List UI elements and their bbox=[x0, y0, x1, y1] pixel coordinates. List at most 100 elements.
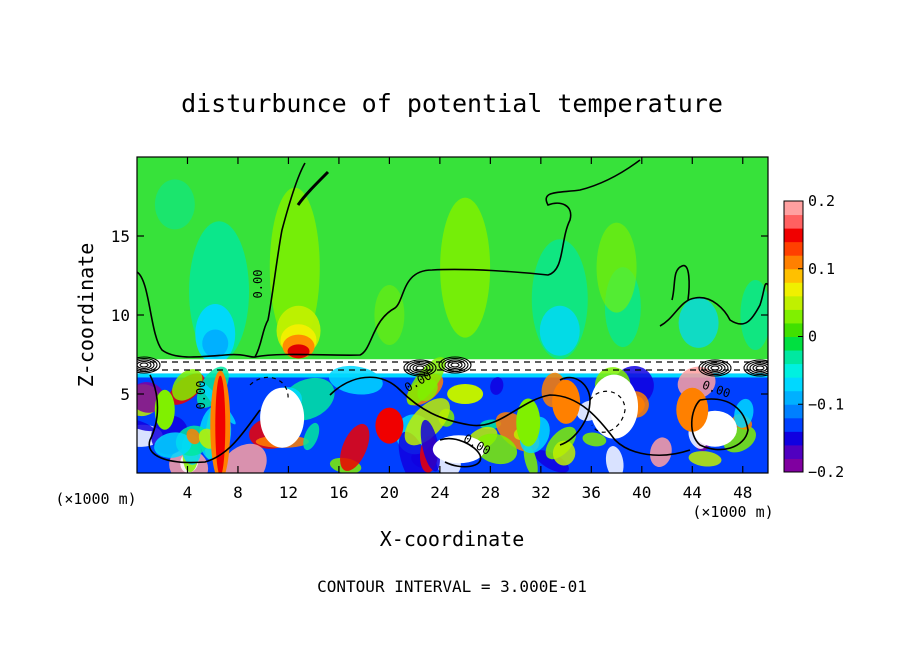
eddy-patch bbox=[523, 444, 538, 473]
red-swirl-1 bbox=[375, 407, 404, 444]
x-tick-label-6: 28 bbox=[481, 483, 500, 502]
eddy-patch bbox=[582, 432, 607, 447]
eddy-patch bbox=[552, 440, 576, 466]
zero-contour-lower-2 bbox=[329, 376, 691, 456]
x-tick-label-5: 24 bbox=[430, 483, 449, 502]
eddy-patch bbox=[490, 377, 504, 395]
x-tick-label-9: 40 bbox=[632, 483, 651, 502]
eddy-patch bbox=[154, 432, 192, 458]
colorbar-swatch-5 bbox=[784, 390, 803, 405]
colorbar-swatch-11 bbox=[784, 309, 803, 324]
contour-cluster-2 bbox=[450, 362, 460, 368]
eddy-patch bbox=[218, 443, 267, 473]
white-eddy-1 bbox=[260, 387, 305, 448]
contour-cluster-4 bbox=[749, 362, 768, 374]
x-tick-label-1: 8 bbox=[233, 483, 243, 502]
eddy-patch bbox=[417, 379, 438, 402]
contour-cluster-0 bbox=[137, 360, 152, 370]
upper-field-features bbox=[154, 179, 768, 364]
x-tick-label-11: 48 bbox=[733, 483, 752, 502]
contour-label-0: 0.00 bbox=[251, 270, 265, 299]
x-tick-label-7: 32 bbox=[531, 483, 550, 502]
x-tick-label-0: 4 bbox=[183, 483, 193, 502]
orange-swirl-2 bbox=[676, 387, 709, 432]
eddy-patch bbox=[475, 433, 518, 465]
contour-lines bbox=[137, 159, 768, 468]
contour-cluster-0 bbox=[137, 356, 161, 374]
colorbar-swatch-2 bbox=[784, 431, 803, 446]
lower-turbulent-layer bbox=[137, 357, 768, 473]
colorbar-tick-label-1: 0.1 bbox=[808, 260, 835, 278]
colorbar-swatch-17 bbox=[784, 228, 803, 243]
eddy-patch bbox=[734, 398, 754, 428]
zero-contour-lower-5 bbox=[439, 437, 482, 468]
colorbar-tick-label-2: 0 bbox=[808, 328, 817, 346]
orange-swirl-1 bbox=[552, 379, 581, 424]
white-eddy-4 bbox=[432, 435, 485, 464]
colorbar-swatch-3 bbox=[784, 417, 803, 432]
colorbar-swatch-12 bbox=[784, 295, 803, 310]
eddy-patch bbox=[398, 431, 431, 473]
eddy-patch bbox=[172, 369, 203, 401]
colorbar-swatch-8 bbox=[784, 350, 803, 365]
cool-column-4 bbox=[678, 297, 719, 348]
colorbar-swatch-19 bbox=[784, 201, 803, 216]
x-axis-label: X-coordinate bbox=[380, 527, 525, 551]
contour-cluster-4 bbox=[755, 365, 765, 371]
colorbar-swatch-16 bbox=[784, 241, 803, 256]
contour-cluster-1 bbox=[415, 365, 425, 371]
yellow-patch-1 bbox=[447, 384, 484, 404]
colorbar-swatch-14 bbox=[784, 268, 803, 283]
eddy-patch bbox=[303, 422, 320, 451]
zero-contour-lower-1 bbox=[148, 374, 261, 464]
colorbar-tick-label-3: −0.1 bbox=[808, 395, 844, 413]
contour-cluster-2 bbox=[441, 357, 469, 373]
eddy-patch bbox=[649, 437, 672, 467]
y-axis-ticks: 5 10 15 bbox=[111, 227, 768, 404]
warm-core bbox=[287, 344, 310, 359]
colorbar-swatch-7 bbox=[784, 363, 803, 378]
cool-column-1-deep bbox=[202, 329, 229, 358]
x-tick-label-8: 36 bbox=[582, 483, 601, 502]
contour-cluster-2 bbox=[444, 359, 466, 371]
colorbar-swatch-4 bbox=[784, 404, 803, 419]
x-unit-right: (×1000 m) bbox=[692, 503, 773, 521]
negative-contour-eddy-1 bbox=[589, 390, 626, 433]
eddy-patch bbox=[328, 365, 383, 395]
contour-cluster-4 bbox=[743, 359, 768, 377]
x-tick-label-10: 44 bbox=[683, 483, 702, 502]
eddy-patch bbox=[534, 450, 569, 473]
contour-cluster-3 bbox=[707, 363, 723, 373]
plot-area: 0.000.000.00 0.000.00 bbox=[137, 157, 768, 473]
eddy-patch bbox=[420, 419, 440, 472]
eddy-patch bbox=[605, 446, 624, 473]
y-tick-label-2: 15 bbox=[111, 227, 130, 246]
eddy-patch bbox=[340, 423, 370, 471]
contour-interval-footer: CONTOUR INTERVAL = 3.000E-01 bbox=[317, 577, 587, 596]
colorbar-swatch-10 bbox=[784, 322, 803, 337]
zero-contour-2 bbox=[254, 159, 641, 358]
colorbar-swatch-18 bbox=[784, 214, 803, 229]
cool-column-2-core bbox=[539, 305, 580, 356]
y-axis-label: Z-coordinate bbox=[74, 243, 98, 388]
contour-cluster-1 bbox=[403, 359, 437, 377]
contour-label-2: 0.00 bbox=[194, 381, 208, 410]
contour-cluster-0 bbox=[137, 359, 155, 371]
upper-streak bbox=[296, 170, 330, 206]
colorbar-tick-label-0: 0.2 bbox=[808, 192, 835, 210]
colorbar-swatch-0 bbox=[784, 458, 803, 473]
colorbar-swatch-9 bbox=[784, 336, 803, 351]
x-tick-label-4: 20 bbox=[380, 483, 399, 502]
x-unit-left: (×1000 m) bbox=[55, 490, 136, 508]
green-patch-1 bbox=[154, 389, 175, 430]
contour-cluster-4 bbox=[746, 360, 768, 376]
zero-contour-4 bbox=[671, 264, 690, 301]
x-tick-label-3: 16 bbox=[329, 483, 348, 502]
colorbar-swatch-15 bbox=[784, 255, 803, 270]
white-eddy-2 bbox=[590, 374, 639, 439]
colorbar: 0.2 0.1 0 −0.1 −0.2 bbox=[783, 192, 844, 481]
warm-column-3 bbox=[596, 222, 637, 313]
x-axis-ticks: 4 8 12 16 20 24 28 32 36 40 44 48 bbox=[183, 157, 752, 502]
zero-contour-lower-4 bbox=[690, 398, 749, 451]
